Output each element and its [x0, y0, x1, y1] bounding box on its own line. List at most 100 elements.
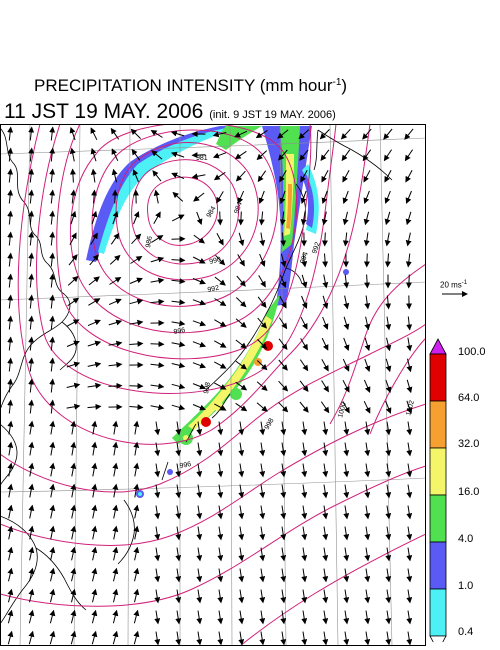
wind-arrow [301, 526, 308, 541]
wind-arrow [217, 505, 224, 520]
wind-arrow [154, 505, 161, 520]
wind-arrow [90, 147, 97, 162]
wind-arrow [112, 210, 119, 225]
wind-arrow [175, 526, 182, 541]
wind-arrow [28, 483, 35, 498]
wind-arrow [364, 610, 371, 625]
wind-arrow [301, 547, 308, 562]
precip-band-front-orange [286, 184, 292, 229]
wind-arrow [321, 380, 329, 393]
wind-arrow [49, 189, 56, 204]
wind-arrow [133, 588, 140, 603]
wind-arrow [384, 170, 392, 183]
wind-arrow [129, 319, 144, 326]
wind-arrow [28, 336, 35, 351]
wind-arrow [301, 274, 308, 289]
wind-arrow [259, 631, 266, 646]
wind-arrow [109, 276, 122, 285]
wind-arrow [130, 128, 141, 139]
wind-arrow [321, 211, 328, 226]
wind-arrow [91, 630, 98, 645]
wind-arrow [196, 526, 203, 541]
wind-arrow [278, 380, 289, 392]
wind-arrow [214, 403, 227, 411]
wind-arrow [129, 277, 143, 284]
legend-label: 4.0 [458, 533, 474, 545]
wind-arrow [150, 256, 165, 263]
wind-arrow [49, 609, 56, 624]
wind-arrow [151, 235, 164, 243]
wind-arrow [217, 547, 224, 562]
wind-arrow [322, 295, 329, 310]
wind-arrow [112, 546, 119, 561]
wind-arrow [238, 610, 245, 625]
wind-arrow [280, 463, 287, 478]
wind-arrow [28, 252, 35, 267]
wind-arrow [49, 210, 56, 225]
title-close: ) [341, 76, 348, 95]
wind-arrow [7, 378, 14, 393]
wind-arrow [343, 484, 350, 499]
wind-arrow [343, 421, 350, 436]
wind-arrow [153, 211, 161, 224]
wind-arrow [385, 547, 392, 562]
wind-scale-label: 20 ms-1 [440, 280, 467, 290]
legend-swatch [429, 494, 447, 543]
wind-arrow [384, 232, 391, 247]
wind-arrow [133, 609, 140, 624]
wind-arrow [322, 316, 329, 330]
wind-arrow [257, 170, 267, 183]
wind-arrow [217, 631, 224, 646]
legend-swatch [429, 447, 447, 496]
wind-arrow [133, 211, 140, 225]
wind-arrow [133, 504, 140, 519]
isobar-label: 994 [299, 251, 310, 264]
wind-arrow [214, 382, 227, 390]
wind-arrow [133, 630, 140, 645]
wind-arrow [112, 609, 119, 624]
wind-arrow [238, 421, 245, 436]
wind-arrow [88, 276, 100, 286]
wind-arrow [66, 403, 81, 410]
isobar-998 [17, 124, 371, 445]
wind-arrow [129, 340, 144, 347]
wind-arrow [87, 361, 102, 368]
wind-arrow [67, 275, 79, 286]
wind-arrow [175, 463, 182, 478]
wind-arrow [406, 484, 413, 499]
legend-label: 64.0 [458, 392, 480, 404]
wind-arrow [70, 588, 77, 603]
wind-arrow [7, 399, 14, 414]
wind-arrow [90, 168, 97, 183]
wind-arrow [364, 358, 371, 373]
wind-arrow [406, 463, 413, 478]
wind-arrow [217, 589, 224, 604]
wind-arrow [7, 315, 14, 330]
wind-arrow [112, 567, 119, 582]
wind-arrow [28, 462, 35, 477]
wind-arrow [364, 484, 371, 499]
wind-arrow [256, 360, 268, 371]
wind-arrow [404, 149, 414, 162]
wind-arrow [49, 462, 56, 477]
wind-arrow [7, 420, 14, 435]
wind-arrow [321, 359, 329, 372]
wind-arrow [170, 130, 185, 137]
wind-arrow [28, 126, 35, 141]
wind-arrow [322, 484, 329, 499]
wind-arrow [108, 319, 123, 326]
wind-arrow [7, 294, 14, 309]
wind-arrow [7, 462, 14, 477]
wind-scale-unit-sup: -1 [461, 280, 468, 286]
wind-arrow [70, 630, 77, 645]
wind-arrow [129, 298, 144, 305]
wind-arrow [196, 463, 203, 478]
wind-arrow [49, 399, 56, 414]
wind-arrow [153, 189, 160, 204]
wind-arrow [280, 568, 287, 583]
wind-arrow [259, 505, 266, 520]
wind-arrow [111, 168, 118, 183]
wind-arrow [238, 589, 245, 604]
isobar-label: 1000 [337, 402, 348, 419]
wind-arrow [196, 589, 203, 604]
